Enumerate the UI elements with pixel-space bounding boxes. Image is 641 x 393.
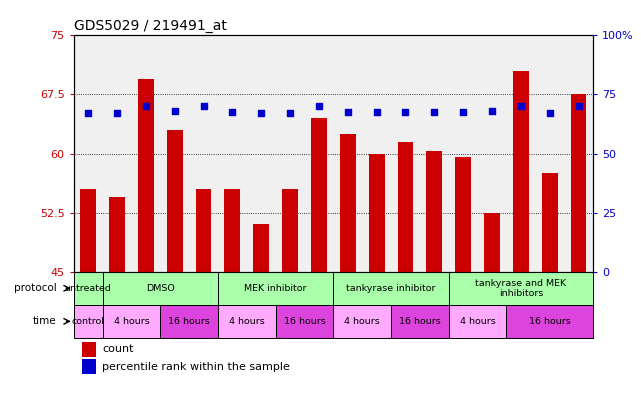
- Point: [429, 109, 440, 115]
- Bar: [224, 189, 240, 272]
- Text: 4 hours: 4 hours: [344, 317, 380, 326]
- Bar: [218, 305, 276, 338]
- Point: [372, 109, 382, 115]
- Bar: [513, 71, 529, 272]
- Text: percentile rank within the sample: percentile rank within the sample: [103, 362, 290, 372]
- Bar: [74, 305, 103, 338]
- Text: 4 hours: 4 hours: [460, 317, 495, 326]
- Point: [342, 109, 353, 115]
- Bar: [109, 197, 125, 272]
- Text: 16 hours: 16 hours: [399, 317, 441, 326]
- Point: [199, 103, 209, 109]
- Bar: [167, 130, 183, 272]
- Text: 4 hours: 4 hours: [229, 317, 265, 326]
- Point: [256, 110, 267, 116]
- Bar: [542, 173, 558, 272]
- Bar: [426, 151, 442, 272]
- Point: [83, 110, 94, 116]
- Text: count: count: [103, 344, 134, 354]
- Bar: [218, 272, 333, 305]
- Text: tankyrase inhibitor: tankyrase inhibitor: [346, 284, 436, 293]
- Bar: [160, 305, 218, 338]
- Bar: [340, 134, 356, 272]
- Text: 4 hours: 4 hours: [113, 317, 149, 326]
- Point: [314, 103, 324, 109]
- Bar: [449, 305, 506, 338]
- Bar: [570, 94, 587, 272]
- Bar: [506, 305, 593, 338]
- Point: [515, 103, 526, 109]
- Text: untreated: untreated: [65, 284, 112, 293]
- Bar: [282, 189, 298, 272]
- Bar: [333, 272, 449, 305]
- Text: MEK inhibitor: MEK inhibitor: [244, 284, 307, 293]
- Point: [574, 103, 584, 109]
- Point: [545, 110, 555, 116]
- Bar: [81, 359, 96, 374]
- Point: [228, 109, 238, 115]
- Bar: [311, 118, 327, 272]
- Bar: [80, 189, 96, 272]
- Point: [487, 108, 497, 114]
- Bar: [253, 224, 269, 272]
- Bar: [81, 342, 96, 357]
- Text: protocol: protocol: [13, 283, 56, 293]
- Text: GDS5029 / 219491_at: GDS5029 / 219491_at: [74, 19, 226, 33]
- Text: tankyrase and MEK
inhibitors: tankyrase and MEK inhibitors: [475, 279, 567, 298]
- Bar: [333, 305, 391, 338]
- Bar: [391, 305, 449, 338]
- Text: 16 hours: 16 hours: [529, 317, 570, 326]
- Text: time: time: [33, 316, 56, 326]
- Point: [112, 110, 122, 116]
- Bar: [276, 305, 333, 338]
- Bar: [196, 189, 212, 272]
- Point: [458, 109, 468, 115]
- Bar: [455, 158, 471, 272]
- Text: control: control: [72, 317, 104, 326]
- Bar: [369, 154, 385, 272]
- Bar: [103, 305, 160, 338]
- Point: [169, 108, 179, 114]
- Bar: [484, 213, 500, 272]
- Bar: [138, 79, 154, 272]
- Point: [140, 103, 151, 109]
- Bar: [449, 272, 593, 305]
- Text: 16 hours: 16 hours: [283, 317, 326, 326]
- Point: [285, 110, 295, 116]
- Text: 16 hours: 16 hours: [168, 317, 210, 326]
- Text: DMSO: DMSO: [146, 284, 174, 293]
- Bar: [103, 272, 218, 305]
- Bar: [74, 272, 103, 305]
- Bar: [397, 142, 413, 272]
- Point: [400, 109, 410, 115]
